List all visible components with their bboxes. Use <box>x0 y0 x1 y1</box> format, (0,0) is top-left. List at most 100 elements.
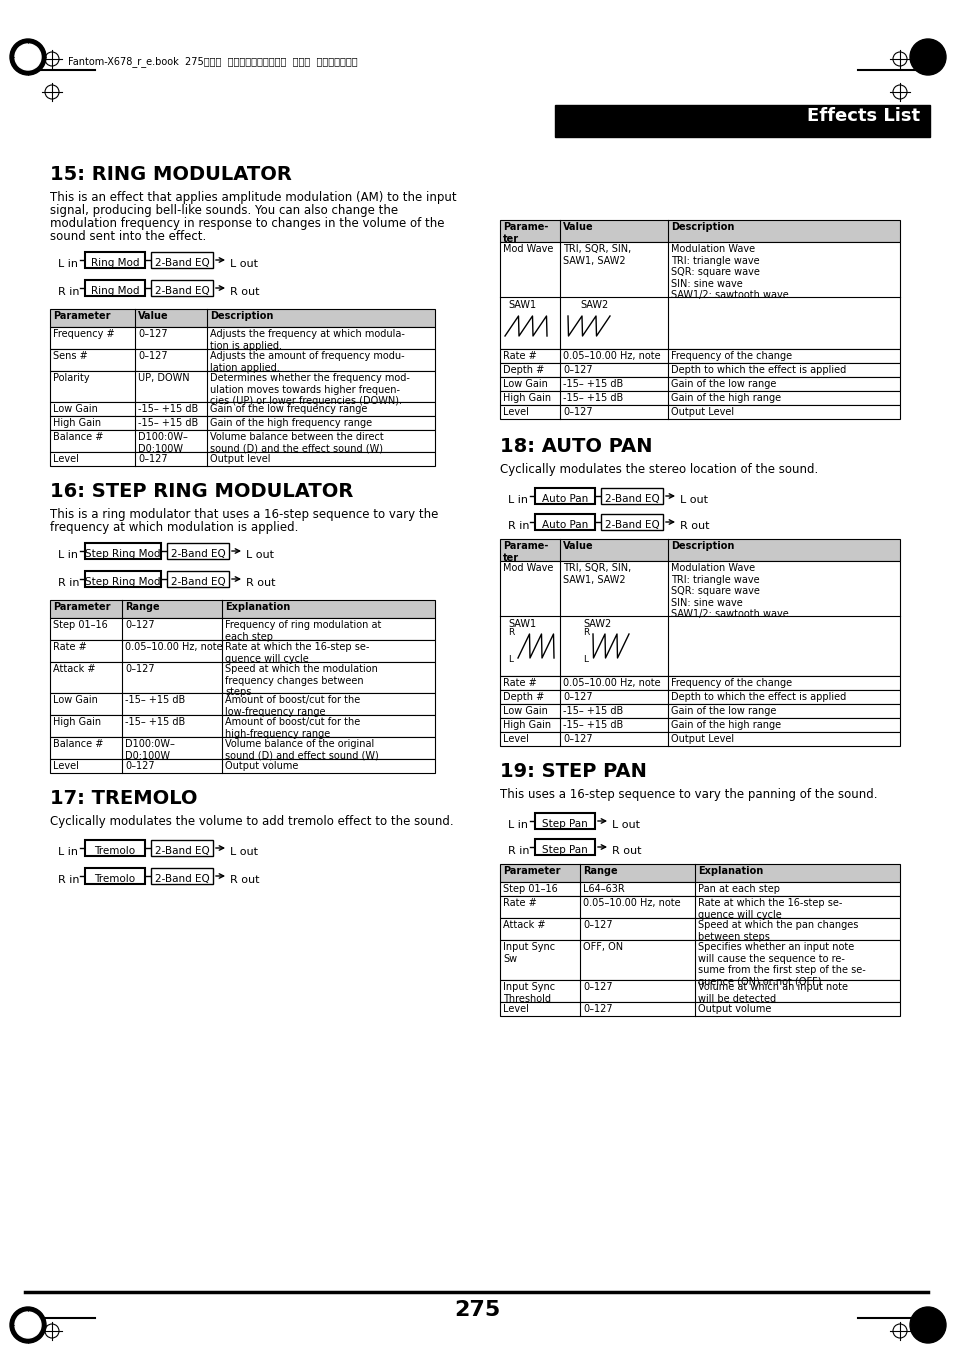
Text: 2-Band EQ: 2-Band EQ <box>604 520 659 530</box>
Text: Description: Description <box>210 311 274 322</box>
Text: R in: R in <box>58 578 79 588</box>
Circle shape <box>10 39 46 76</box>
Text: signal, producing bell-like sounds. You can also change the: signal, producing bell-like sounds. You … <box>50 204 397 218</box>
Text: This uses a 16-step sequence to vary the panning of the sound.: This uses a 16-step sequence to vary the… <box>499 788 877 801</box>
Text: Speed at which the modulation
frequency changes between
steps: Speed at which the modulation frequency … <box>225 663 377 697</box>
Text: SAW1: SAW1 <box>507 300 536 309</box>
Text: 0–127: 0–127 <box>582 1004 612 1015</box>
Bar <box>50 453 435 466</box>
Text: Sens #: Sens # <box>53 351 88 361</box>
Circle shape <box>15 1312 41 1337</box>
Text: Level: Level <box>53 761 79 771</box>
Text: -15– +15 dB: -15– +15 dB <box>562 707 622 716</box>
Text: Pan at each step: Pan at each step <box>698 884 780 894</box>
Text: Step Ring Mod: Step Ring Mod <box>85 549 161 559</box>
Bar <box>555 105 929 136</box>
Text: 2-Band EQ: 2-Band EQ <box>154 846 209 857</box>
Text: 0–127: 0–127 <box>582 920 612 929</box>
Text: Determines whether the frequency mod-
ulation moves towards higher frequen-
cies: Determines whether the frequency mod- ul… <box>210 373 410 407</box>
Bar <box>499 896 899 917</box>
Text: -15– +15 dB: -15– +15 dB <box>562 393 622 403</box>
Text: Rate #: Rate # <box>53 642 87 653</box>
Text: D100:0W–
D0:100W: D100:0W– D0:100W <box>138 432 188 454</box>
Text: Output Level: Output Level <box>670 407 734 417</box>
Text: Range: Range <box>582 866 617 875</box>
Bar <box>50 617 435 640</box>
Text: Fantom-X678_r_e.book  275ページ  ２００５年５月１２日  木曜日  午後４時４０分: Fantom-X678_r_e.book 275ページ ２００５年５月１２日 木… <box>68 57 357 68</box>
Text: Explanation: Explanation <box>698 866 762 875</box>
Text: Tremolo: Tremolo <box>94 874 135 884</box>
Text: R out: R out <box>230 875 259 885</box>
Text: Balance #: Balance # <box>53 432 103 442</box>
Text: Cyclically modulates the volume to add tremolo effect to the sound.: Cyclically modulates the volume to add t… <box>50 815 453 828</box>
Text: 2-Band EQ: 2-Band EQ <box>171 549 225 559</box>
Text: 0.05–10.00 Hz, note: 0.05–10.00 Hz, note <box>562 678 659 688</box>
Bar <box>50 430 435 453</box>
Text: UP, DOWN: UP, DOWN <box>138 373 190 382</box>
Bar <box>535 513 595 530</box>
Text: Output level: Output level <box>210 454 271 463</box>
Bar <box>50 416 435 430</box>
Bar <box>499 242 899 349</box>
Bar <box>499 539 899 561</box>
Text: Step 01–16: Step 01–16 <box>502 884 558 894</box>
Text: L: L <box>582 655 587 663</box>
Text: R in: R in <box>58 875 79 885</box>
Text: Low Gain: Low Gain <box>53 404 98 413</box>
Text: Ring Mod: Ring Mod <box>91 286 139 296</box>
Text: Gain of the low range: Gain of the low range <box>670 380 776 389</box>
Text: Rate at which the 16-step se-
quence will cycle: Rate at which the 16-step se- quence wil… <box>698 898 841 920</box>
Text: R in: R in <box>507 521 529 531</box>
Text: 0–127: 0–127 <box>125 620 154 630</box>
Text: -15– +15 dB: -15– +15 dB <box>125 717 185 727</box>
Bar <box>499 690 899 704</box>
Bar <box>499 676 899 690</box>
Bar <box>50 715 435 738</box>
Text: Gain of the low range: Gain of the low range <box>670 707 776 716</box>
Bar <box>50 309 435 327</box>
Bar <box>167 571 229 586</box>
Text: Frequency of the change: Frequency of the change <box>670 351 791 361</box>
Text: Modulation Wave
TRI: triangle wave
SQR: square wave
SIN: sine wave
SAW1/2: sawto: Modulation Wave TRI: triangle wave SQR: … <box>670 245 788 300</box>
Bar <box>499 704 899 717</box>
Text: -15– +15 dB: -15– +15 dB <box>562 380 622 389</box>
Text: TRI, SQR, SIN,
SAW1, SAW2: TRI, SQR, SIN, SAW1, SAW2 <box>562 245 631 266</box>
Text: Depth #: Depth # <box>502 692 543 703</box>
Text: Description: Description <box>670 540 734 551</box>
Text: Level: Level <box>502 1004 528 1015</box>
Text: Amount of boost/cut for the
high-frequency range: Amount of boost/cut for the high-frequen… <box>225 717 360 739</box>
Text: R out: R out <box>230 286 259 297</box>
Text: Step Ring Mod: Step Ring Mod <box>85 577 161 586</box>
Bar <box>499 220 899 242</box>
Text: 0–127: 0–127 <box>138 454 168 463</box>
Text: Parame-
ter: Parame- ter <box>502 540 548 562</box>
Bar <box>50 403 435 416</box>
Text: Frequency of the change: Frequency of the change <box>670 678 791 688</box>
Text: 2-Band EQ: 2-Band EQ <box>604 494 659 504</box>
Text: Value: Value <box>562 540 593 551</box>
Text: Level: Level <box>502 407 528 417</box>
Text: Parameter: Parameter <box>502 866 560 875</box>
Text: Depth to which the effect is applied: Depth to which the effect is applied <box>670 692 845 703</box>
Bar <box>151 867 213 884</box>
Text: High Gain: High Gain <box>502 393 551 403</box>
Bar <box>85 867 145 884</box>
Text: -15– +15 dB: -15– +15 dB <box>138 404 198 413</box>
Circle shape <box>909 39 945 76</box>
Text: Depth to which the effect is applied: Depth to which the effect is applied <box>670 365 845 376</box>
Text: Adjusts the amount of frequency modu-
lation applied.: Adjusts the amount of frequency modu- la… <box>210 351 404 373</box>
Bar <box>600 513 662 530</box>
Text: 19: STEP PAN: 19: STEP PAN <box>499 762 646 781</box>
Bar <box>50 693 435 715</box>
Text: Depth #: Depth # <box>502 365 543 376</box>
Bar <box>50 662 435 693</box>
Text: L in: L in <box>507 820 527 830</box>
Text: R: R <box>507 628 514 638</box>
Bar <box>50 327 435 349</box>
Text: 0–127: 0–127 <box>562 734 592 744</box>
Text: L64–63R: L64–63R <box>582 884 624 894</box>
Text: OFF, ON: OFF, ON <box>582 942 622 952</box>
Bar <box>50 372 435 403</box>
Text: Volume balance of the original
sound (D) and effect sound (W): Volume balance of the original sound (D)… <box>225 739 378 761</box>
Text: Level: Level <box>53 454 79 463</box>
